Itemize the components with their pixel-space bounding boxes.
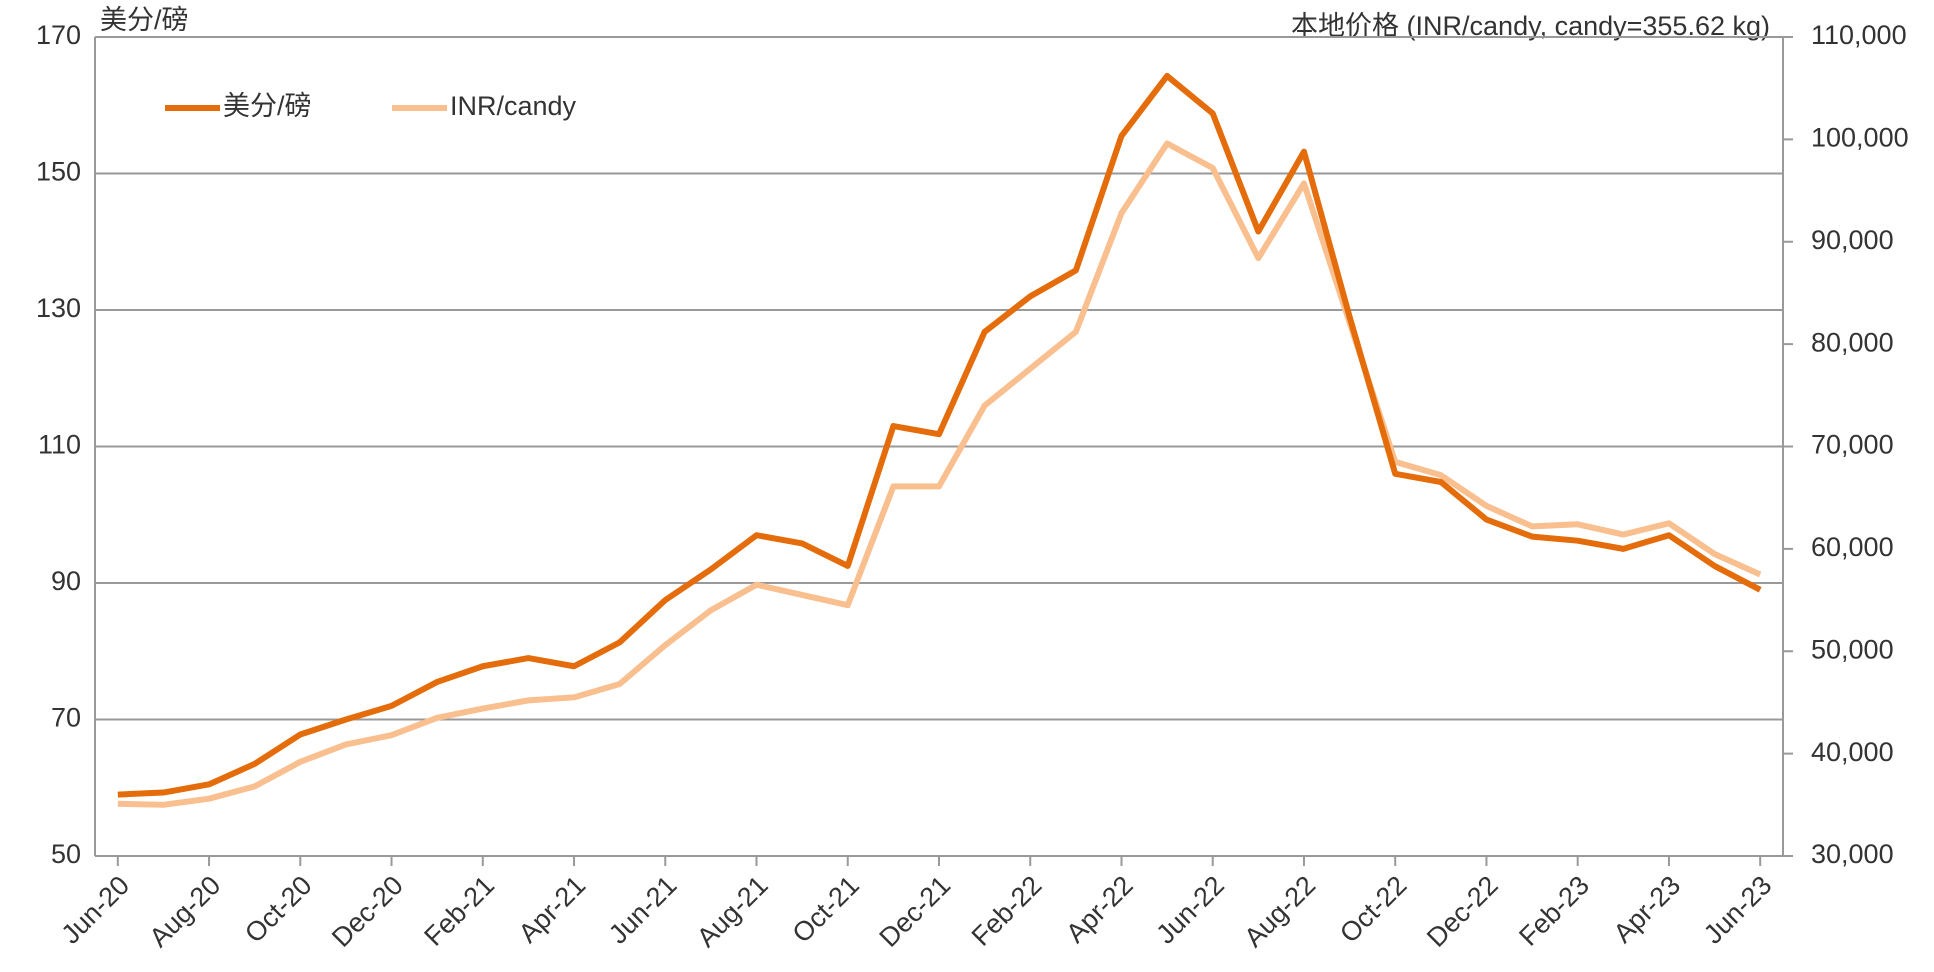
- x-tick-label: Feb-21: [418, 870, 500, 952]
- x-tick-label: Feb-23: [1513, 870, 1595, 952]
- y2-tick-label: 40,000: [1811, 737, 1894, 767]
- y2-tick-label: 80,000: [1811, 327, 1894, 357]
- y2-tick-label: 70,000: [1811, 430, 1894, 460]
- y2-tick-label: 100,000: [1811, 123, 1909, 153]
- x-tick-label: Dec-20: [326, 870, 409, 953]
- y-tick-label: 150: [36, 157, 81, 187]
- x-tick-label: Jun-23: [1698, 870, 1778, 950]
- line-series: [117, 72, 1762, 798]
- x-tick-label: Aug-20: [144, 870, 227, 953]
- y-tick-label: 130: [36, 293, 81, 323]
- x-tick-label: Apr-22: [1060, 870, 1139, 949]
- y-tick-label: 170: [36, 20, 81, 50]
- legend-label: INR/candy: [450, 91, 577, 121]
- x-tick-label: Apr-23: [1608, 870, 1687, 949]
- y2-tick-label: 90,000: [1811, 225, 1894, 255]
- x-tick-label: Jun-21: [603, 870, 683, 950]
- x-tick-label: Dec-22: [1421, 870, 1504, 953]
- y-tick-label: 70: [51, 703, 81, 733]
- x-tick-label: Dec-21: [874, 870, 957, 953]
- y2-tick-label: 60,000: [1811, 532, 1894, 562]
- y-tick-label: 90: [51, 566, 81, 596]
- y2-tick-label: 30,000: [1811, 839, 1894, 869]
- x-tick-label: Jun-22: [1150, 870, 1230, 950]
- y-tick-label: 50: [51, 839, 81, 869]
- y2-tick-label: 110,000: [1811, 20, 1907, 50]
- y-tick-label: 110: [38, 430, 81, 460]
- line-series: [117, 140, 1762, 808]
- x-tick-label: Oct-22: [1334, 870, 1413, 949]
- y-axis-label: 美分/磅: [100, 5, 189, 35]
- x-tick-label: Aug-22: [1238, 870, 1321, 953]
- x-tick-label: Aug-21: [691, 870, 774, 953]
- legend-label: 美分/磅: [223, 91, 312, 121]
- x-tick-label: Feb-22: [966, 870, 1048, 952]
- x-tick-label: Apr-21: [513, 870, 592, 949]
- y2-tick-label: 50,000: [1811, 634, 1894, 664]
- x-tick-label: Oct-20: [239, 870, 318, 949]
- x-tick-label: Oct-21: [787, 870, 866, 949]
- x-tick-label: Jun-20: [55, 870, 135, 950]
